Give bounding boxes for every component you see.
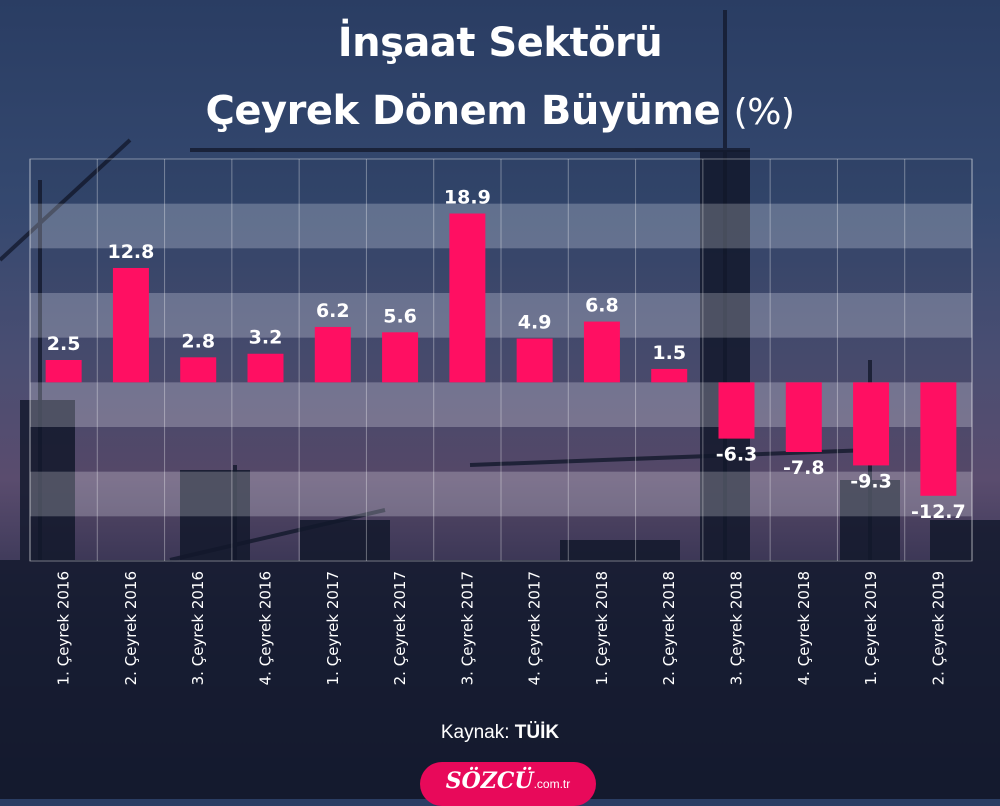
source-credit: Kaynak: TÜİK (0, 722, 1000, 744)
bar[interactable] (180, 357, 217, 383)
x-tick-label: 1. Çeyrek 2018 (593, 571, 611, 685)
grid-band (30, 471, 972, 517)
bar[interactable] (853, 382, 890, 466)
grid-band (30, 248, 972, 293)
data-label: 4.9 (518, 312, 552, 334)
data-label: -6.3 (716, 444, 758, 466)
bar[interactable] (651, 368, 688, 383)
chart-title-unit: (%) (733, 92, 795, 133)
grid-band (30, 516, 972, 561)
x-tick-label: 4. Çeyrek 2017 (526, 571, 544, 685)
x-tick-label: 3. Çeyrek 2017 (458, 571, 476, 685)
brand-tld: .com.tr (533, 777, 571, 791)
x-tick-label: 4. Çeyrek 2018 (795, 571, 813, 685)
bar[interactable] (314, 326, 351, 383)
bar[interactable] (247, 353, 284, 383)
bar[interactable] (920, 382, 957, 496)
grid-band (30, 203, 972, 249)
grid-band (30, 159, 972, 204)
x-tick-label: 2. Çeyrek 2017 (391, 571, 409, 685)
plot-frame (29, 158, 973, 562)
x-tick-label: 2. Çeyrek 2016 (122, 571, 140, 685)
data-label: 6.2 (316, 300, 350, 322)
bar[interactable] (785, 382, 822, 453)
data-label: 1.5 (652, 342, 686, 364)
brand-name: SÖZCÜ (445, 768, 534, 794)
brand-logo[interactable]: SÖZCÜ.com.tr (420, 762, 596, 806)
bar[interactable] (112, 267, 149, 383)
source-label: Kaynak: (440, 722, 510, 743)
x-tick-label: 1. Çeyrek 2016 (55, 571, 73, 685)
data-label: 5.6 (383, 305, 417, 327)
bar[interactable] (516, 338, 553, 383)
data-label: 3.2 (249, 327, 283, 349)
data-label: -7.8 (783, 457, 825, 479)
data-label: 12.8 (107, 241, 154, 263)
grid-band (30, 293, 972, 338)
x-tick-label: 3. Çeyrek 2016 (189, 571, 207, 685)
data-label: -9.3 (850, 470, 892, 492)
x-tick-label: 2. Çeyrek 2019 (929, 571, 947, 685)
chart-title-main: Çeyrek Dönem Büyüme (205, 88, 721, 134)
data-label: 6.8 (585, 295, 619, 317)
bar[interactable] (583, 321, 620, 383)
x-tick-label: 2. Çeyrek 2018 (660, 571, 678, 685)
x-tick-label: 3. Çeyrek 2018 (728, 571, 746, 685)
bar[interactable] (718, 382, 755, 439)
data-label: -12.7 (911, 501, 966, 523)
bar[interactable] (45, 360, 82, 383)
data-label: 2.8 (181, 330, 215, 352)
chart-title-line1: İnşaat Sektörü (337, 20, 663, 66)
data-label: 2.5 (47, 333, 81, 355)
x-tick-label: 4. Çeyrek 2016 (257, 571, 275, 685)
chart-title-line2: Çeyrek Dönem Büyüme (%) (0, 88, 1000, 134)
x-tick-label: 1. Çeyrek 2019 (862, 571, 880, 685)
x-tick-label: 1. Çeyrek 2017 (324, 571, 342, 685)
bar[interactable] (449, 213, 486, 383)
data-label: 18.9 (444, 186, 491, 208)
bar[interactable] (382, 332, 419, 383)
source-value: TÜİK (514, 722, 560, 743)
